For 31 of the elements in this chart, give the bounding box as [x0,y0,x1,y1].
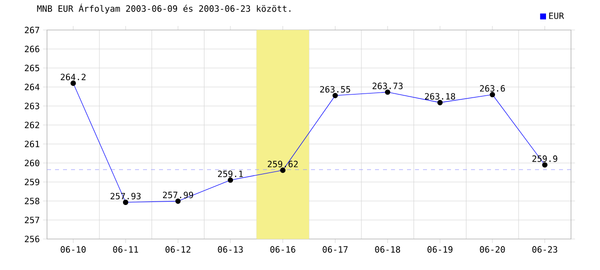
data-label: 263.18 [425,93,456,100]
x-tick-label: 06-20 [480,246,505,253]
data-label: 263.55 [320,86,350,93]
x-tick-label: 06-10 [60,246,86,253]
x-tick-label: 06-18 [375,246,400,253]
x-tick-label: 06-23 [532,246,558,253]
y-tick-label: 264 [24,84,40,90]
x-tick-label: 06-16 [270,246,296,253]
x-tick-label: 06-12 [166,246,190,253]
y-tick-label: 261 [24,140,40,148]
data-label: 257.99 [163,192,194,198]
x-tick-label: 06-13 [218,246,243,253]
y-tick-label: 265 [24,64,40,72]
y-tick-label: 263 [24,102,40,110]
y-tick-label: 259 [24,178,40,186]
data-label: 259.1 [218,170,243,178]
y-tick-label: 258 [24,198,40,204]
y-tick-label: 266 [24,46,40,52]
x-tick-label: 06-17 [322,246,348,253]
data-label: 264.2 [60,74,86,80]
y-tick-label: 260 [24,160,40,166]
data-label: 263.73 [372,82,403,90]
legend-label: EUR [549,12,564,20]
y-tick-label: 257 [24,216,40,224]
x-tick-label: 06-11 [113,246,138,253]
y-tick-label: 262 [24,122,40,128]
y-tick-label: 267 [24,26,40,34]
data-label: 263.6 [480,85,505,92]
y-tick-label: 256 [24,236,40,242]
chart-title: MNB EUR Árfolyam 2003-06-09 és 2003-06-23 között. [37,4,290,14]
x-tick-label: 06-19 [428,246,452,253]
